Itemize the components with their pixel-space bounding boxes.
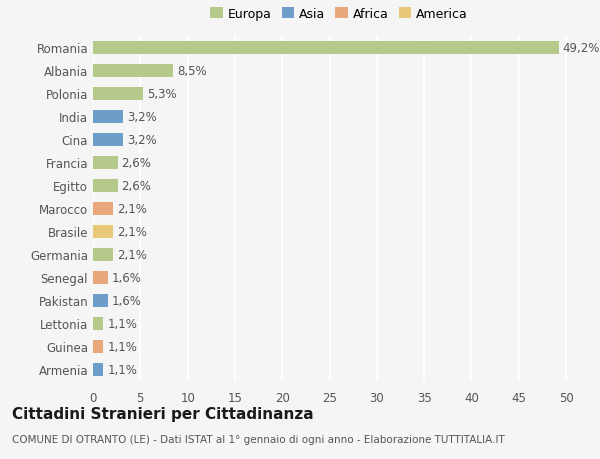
Text: Cittadini Stranieri per Cittadinanza: Cittadini Stranieri per Cittadinanza [12, 406, 314, 421]
Bar [93, 88, 143, 101]
Bar [93, 202, 113, 215]
Text: 2,1%: 2,1% [116, 225, 146, 238]
Text: 1,1%: 1,1% [107, 340, 137, 353]
Text: 3,2%: 3,2% [127, 111, 157, 123]
Bar [93, 111, 123, 123]
Text: 1,1%: 1,1% [107, 363, 137, 376]
Text: COMUNE DI OTRANTO (LE) - Dati ISTAT al 1° gennaio di ogni anno - Elaborazione TU: COMUNE DI OTRANTO (LE) - Dati ISTAT al 1… [12, 434, 505, 444]
Text: 2,6%: 2,6% [121, 179, 151, 192]
Text: 1,6%: 1,6% [112, 294, 142, 307]
Bar [93, 271, 108, 284]
Text: 49,2%: 49,2% [562, 42, 599, 55]
Text: 1,1%: 1,1% [107, 317, 137, 330]
Bar [93, 65, 173, 78]
Legend: Europa, Asia, Africa, America: Europa, Asia, Africa, America [208, 6, 470, 23]
Text: 1,6%: 1,6% [112, 271, 142, 284]
Bar [93, 248, 113, 261]
Bar [93, 157, 118, 169]
Text: 2,6%: 2,6% [121, 157, 151, 169]
Bar [93, 294, 108, 307]
Text: 2,1%: 2,1% [116, 202, 146, 215]
Bar [93, 42, 559, 55]
Bar [93, 179, 118, 192]
Bar [93, 134, 123, 146]
Bar [93, 340, 103, 353]
Bar [93, 225, 113, 238]
Bar [93, 363, 103, 376]
Text: 3,2%: 3,2% [127, 134, 157, 146]
Text: 5,3%: 5,3% [147, 88, 176, 101]
Bar [93, 317, 103, 330]
Text: 8,5%: 8,5% [177, 65, 207, 78]
Text: 2,1%: 2,1% [116, 248, 146, 261]
